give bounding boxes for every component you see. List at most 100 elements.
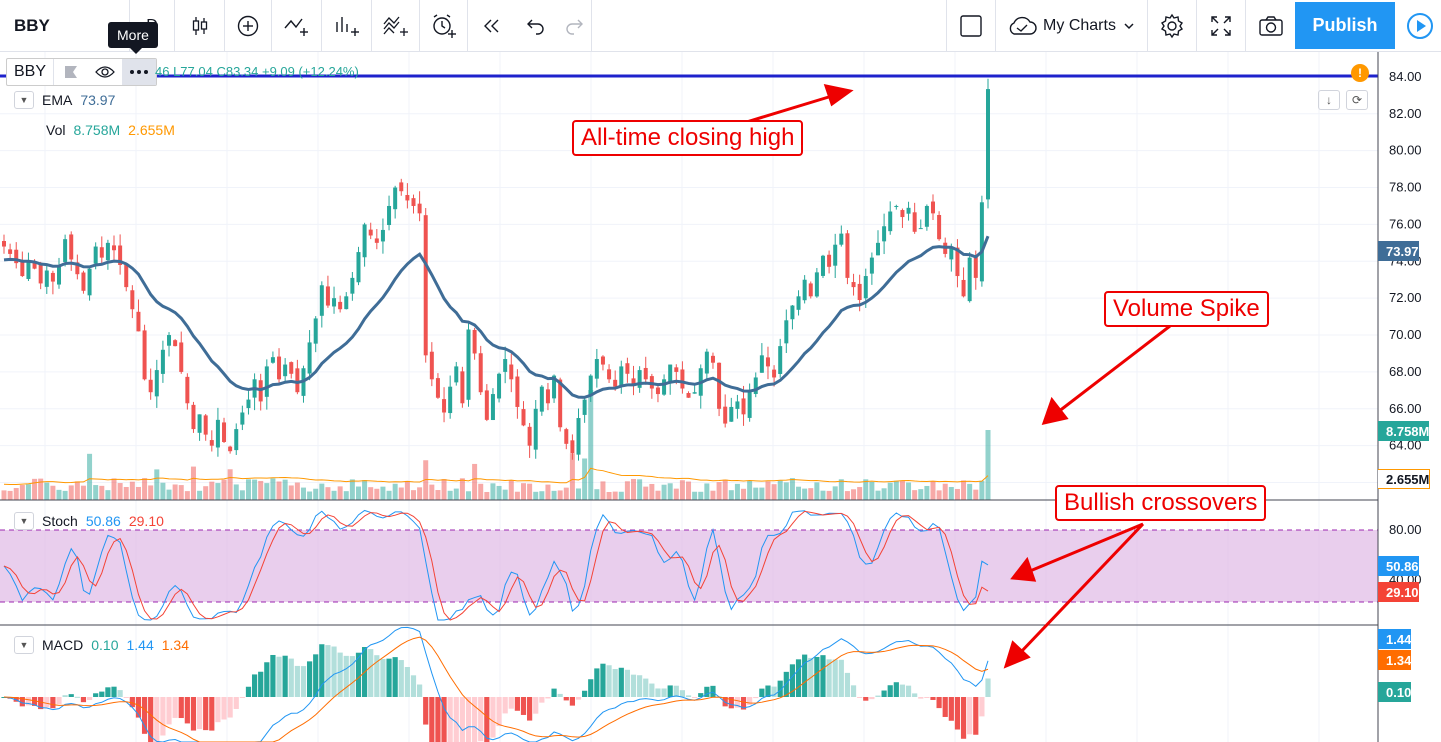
indicators-button[interactable] — [272, 0, 322, 51]
macd-hist-bar — [753, 697, 759, 699]
publish-button[interactable]: Publish — [1295, 2, 1395, 49]
warning-icon[interactable]: ! — [1351, 64, 1369, 82]
volume-bar — [294, 482, 300, 500]
more-button[interactable] — [122, 59, 156, 85]
candlesticks[interactable] — [2, 78, 990, 461]
candle-body — [539, 386, 544, 412]
macd-hist-bar — [160, 697, 166, 736]
candle-body — [167, 335, 172, 346]
alert-button[interactable] — [420, 0, 468, 51]
volume-bar — [374, 488, 380, 500]
macd-signal-value: 1.34 — [161, 637, 189, 653]
annotation-all-time-high[interactable]: All-time closing high — [572, 120, 804, 156]
volume-bar — [698, 491, 704, 500]
macd-hist-bar — [600, 663, 606, 697]
series-legend[interactable]: BBY — [6, 58, 157, 86]
macd-hist-bar — [374, 655, 380, 697]
macd-hist-bar — [569, 697, 575, 706]
undo-button[interactable] — [516, 0, 556, 51]
candle-body — [814, 272, 819, 297]
candle-body — [637, 370, 642, 388]
candle-body — [753, 377, 758, 394]
macd-hist-bar — [203, 697, 209, 731]
macd-hist-bar — [685, 695, 692, 697]
volume-legend[interactable]: Vol 8.758M 2.655M — [46, 122, 175, 138]
templates-button[interactable] — [372, 0, 420, 51]
macd-hist-bar — [86, 697, 93, 701]
macd-hist-bar — [239, 697, 245, 698]
volume-bar — [343, 491, 349, 500]
candle-body — [900, 210, 905, 218]
volume-bar — [313, 488, 319, 500]
macd-hist-bar — [264, 662, 270, 697]
compare-button[interactable] — [225, 0, 272, 51]
candle-body — [808, 283, 813, 297]
macd-hist-bar — [881, 690, 887, 697]
candle-body — [717, 362, 722, 409]
volume-bar — [600, 481, 606, 500]
candle-body — [882, 226, 887, 242]
volume-bar — [56, 489, 62, 500]
volume-bar — [624, 481, 630, 500]
visibility-button[interactable] — [88, 59, 122, 85]
candle-body — [411, 198, 416, 206]
stoch-legend[interactable]: ▼ Stoch 50.86 29.10 — [14, 512, 164, 530]
candle-body — [50, 272, 55, 282]
ema-legend[interactable]: ▼ EMA 73.97 — [14, 91, 115, 109]
candle-body — [778, 346, 783, 374]
volume-bar — [710, 490, 716, 500]
collapse-chevron-icon[interactable]: ▼ — [14, 636, 34, 654]
candle-body — [99, 247, 104, 258]
candle-body — [833, 244, 838, 266]
volume-bar — [899, 480, 905, 500]
volume-bar — [380, 486, 386, 500]
macd-hist-bar — [734, 697, 741, 708]
legend-symbol[interactable]: BBY — [7, 59, 54, 85]
volume-bar — [783, 482, 789, 500]
settings-button[interactable] — [1148, 0, 1197, 51]
snapshot-button[interactable] — [1246, 0, 1295, 51]
candle-body — [2, 241, 6, 247]
collapse-chevron-icon[interactable]: ▼ — [14, 512, 34, 530]
macd-legend[interactable]: ▼ MACD 0.10 1.44 1.34 — [14, 636, 189, 654]
volume-bar — [215, 483, 221, 500]
financials-button[interactable] — [322, 0, 372, 51]
macd-hist-bar — [514, 697, 520, 711]
macd-hist-bar — [545, 697, 551, 699]
maximize-pane-button[interactable]: ⟳ — [1346, 90, 1368, 110]
replay-button[interactable] — [468, 0, 516, 51]
candle-body — [234, 429, 239, 451]
candle-body — [802, 279, 807, 301]
candle-body — [160, 349, 165, 374]
select-layout-button[interactable] — [946, 0, 996, 51]
candle-body — [270, 357, 275, 363]
flag-button[interactable] — [54, 59, 88, 85]
stoch-tick-80: 80.00 — [1389, 522, 1422, 537]
annotation-bullish-crossovers[interactable]: Bullish crossovers — [1055, 485, 1267, 521]
my-charts-button[interactable]: My Charts — [996, 0, 1148, 51]
macd-hist-bar — [844, 672, 851, 697]
candle-body — [515, 376, 520, 407]
volume-bar — [832, 486, 838, 500]
candle-body — [961, 279, 966, 297]
collapse-chevron-icon[interactable]: ▼ — [14, 91, 34, 109]
volume-bar — [814, 482, 820, 500]
candle-body — [912, 212, 917, 232]
publish-label: Publish — [1312, 15, 1378, 35]
volume-bar — [319, 483, 325, 500]
fullscreen-button[interactable] — [1197, 0, 1246, 51]
volume-bar — [826, 490, 832, 500]
candle-body — [765, 357, 770, 367]
scroll-down-button[interactable]: ↓ — [1318, 90, 1340, 110]
volume-bar — [893, 480, 899, 500]
candle-body — [118, 245, 123, 265]
macd-hist-bar — [954, 697, 961, 730]
redo-button[interactable] — [556, 0, 592, 51]
play-button[interactable] — [1398, 0, 1441, 51]
price-axis-ticks[interactable]: 84.0082.0080.0078.0076.0074.0072.0070.00… — [1389, 69, 1422, 490]
annotation-volume-spike[interactable]: Volume Spike — [1104, 291, 1269, 327]
candle-body — [784, 320, 789, 344]
chart-type-button[interactable] — [175, 0, 225, 51]
macd-hist-bar — [245, 686, 252, 697]
